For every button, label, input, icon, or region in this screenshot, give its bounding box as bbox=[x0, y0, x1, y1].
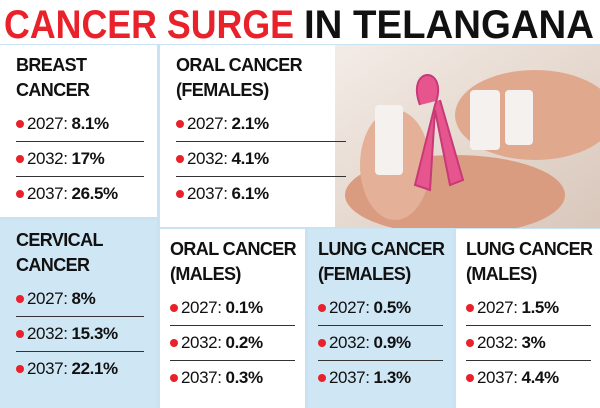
value: 0.3% bbox=[225, 368, 264, 387]
year: 2027: bbox=[329, 298, 370, 317]
panel-title: CERVICAL CANCER bbox=[16, 230, 103, 275]
panel: ORAL CANCER (MALES) 2027: 0.1% 2032: 0.2% 203… bbox=[160, 229, 305, 408]
bullet bbox=[170, 374, 178, 382]
stat-row: 2037: 22.1% bbox=[16, 352, 144, 386]
stat-row: 2032: 4.1% bbox=[176, 142, 346, 177]
photo bbox=[335, 45, 600, 228]
panel: LUNG CANCER (MALES) 2027: 1.5% 2032: 3% 2037:… bbox=[456, 229, 600, 408]
year: 2032: bbox=[181, 333, 222, 352]
value: 22.1% bbox=[71, 359, 119, 378]
bullet bbox=[466, 374, 474, 382]
year: 2037: bbox=[27, 184, 68, 203]
bullet bbox=[16, 295, 24, 303]
year: 2037: bbox=[329, 368, 370, 387]
year: 2032: bbox=[187, 149, 228, 168]
stat-row: 2032: 0.9% bbox=[318, 326, 443, 361]
bullet bbox=[318, 339, 326, 347]
value: 0.1% bbox=[225, 298, 264, 317]
rows: 2027: 8% 2032: 15.3% 2037: 22.1% bbox=[16, 282, 144, 386]
value: 1.3% bbox=[373, 368, 412, 387]
year: 2027: bbox=[27, 289, 68, 308]
value: 6.1% bbox=[231, 184, 270, 203]
year: 2032: bbox=[329, 333, 370, 352]
value: 0.9% bbox=[373, 333, 412, 352]
value: 26.5% bbox=[71, 184, 119, 203]
value: 15.3% bbox=[71, 324, 119, 343]
stat-row: 2032: 3% bbox=[466, 326, 591, 361]
stat-row: 2027: 2.1% bbox=[176, 107, 346, 142]
value: 3% bbox=[521, 333, 546, 352]
value: 4.1% bbox=[231, 149, 270, 168]
bullet bbox=[176, 190, 184, 198]
panel-title: LUNG CANCER (FEMALES) bbox=[318, 239, 445, 284]
year: 2037: bbox=[187, 184, 228, 203]
stat-row: 2037: 4.4% bbox=[466, 361, 591, 395]
stat-row: 2037: 26.5% bbox=[16, 177, 144, 211]
year: 2032: bbox=[477, 333, 518, 352]
panel: BREAST CANCER 2027: 8.1% 2032: 17% 2037: 26.5% bbox=[0, 45, 157, 217]
panel-title: LUNG CANCER (MALES) bbox=[466, 239, 593, 284]
bullet bbox=[176, 120, 184, 128]
value: 1.5% bbox=[521, 298, 560, 317]
value: 17% bbox=[71, 149, 105, 168]
value: 0.2% bbox=[225, 333, 264, 352]
panel: ORAL CANCER (FEMALES) 2027: 2.1% 2032: 4.1% 2… bbox=[160, 45, 346, 227]
panel-title: BREAST CANCER bbox=[16, 55, 90, 100]
value: 8% bbox=[71, 289, 96, 308]
stat-row: 2037: 6.1% bbox=[176, 177, 346, 211]
rows: 2027: 1.5% 2032: 3% 2037: 4.4% bbox=[466, 291, 591, 395]
year: 2027: bbox=[477, 298, 518, 317]
bullet bbox=[16, 330, 24, 338]
panel: LUNG CANCER (FEMALES) 2027: 0.5% 2032: 0.9% 2… bbox=[308, 229, 453, 408]
bullet bbox=[170, 339, 178, 347]
year: 2027: bbox=[181, 298, 222, 317]
value: 0.5% bbox=[373, 298, 412, 317]
bullet bbox=[176, 155, 184, 163]
rows: 2027: 2.1% 2032: 4.1% 2037: 6.1% bbox=[176, 107, 346, 211]
stat-row: 2027: 0.5% bbox=[318, 291, 443, 326]
bullet bbox=[466, 339, 474, 347]
stat-row: 2037: 0.3% bbox=[170, 361, 295, 395]
stat-row: 2027: 0.1% bbox=[170, 291, 295, 326]
stat-row: 2027: 1.5% bbox=[466, 291, 591, 326]
rows: 2027: 0.1% 2032: 0.2% 2037: 0.3% bbox=[170, 291, 295, 395]
year: 2037: bbox=[477, 368, 518, 387]
panel-title: ORAL CANCER (MALES) bbox=[170, 239, 297, 284]
year: 2027: bbox=[27, 114, 68, 133]
year: 2032: bbox=[27, 324, 68, 343]
bullet bbox=[318, 374, 326, 382]
panel-title: ORAL CANCER (FEMALES) bbox=[176, 55, 303, 100]
header: CANCER SURGE IN TELANGANA bbox=[0, 0, 600, 44]
stat-row: 2037: 1.3% bbox=[318, 361, 443, 395]
panel: CERVICAL CANCER 2027: 8% 2032: 15.3% 2037: 22.… bbox=[0, 220, 157, 408]
stat-row: 2032: 15.3% bbox=[16, 317, 144, 352]
year: 2027: bbox=[187, 114, 228, 133]
stat-row: 2027: 8.1% bbox=[16, 107, 144, 142]
bullet bbox=[16, 155, 24, 163]
bullet bbox=[170, 304, 178, 312]
title-red: CANCER SURGE bbox=[4, 3, 294, 44]
stat-row: 2032: 0.2% bbox=[170, 326, 295, 361]
bullet bbox=[16, 190, 24, 198]
bullet bbox=[16, 120, 24, 128]
value: 2.1% bbox=[231, 114, 270, 133]
bullet bbox=[466, 304, 474, 312]
stat-row: 2032: 17% bbox=[16, 142, 144, 177]
value: 4.4% bbox=[521, 368, 560, 387]
year: 2037: bbox=[181, 368, 222, 387]
title-black: IN TELANGANA bbox=[304, 3, 594, 44]
year: 2032: bbox=[27, 149, 68, 168]
year: 2037: bbox=[27, 359, 68, 378]
rows: 2027: 8.1% 2032: 17% 2037: 26.5% bbox=[16, 107, 144, 211]
stat-row: 2027: 8% bbox=[16, 282, 144, 317]
rows: 2027: 0.5% 2032: 0.9% 2037: 1.3% bbox=[318, 291, 443, 395]
bullet bbox=[318, 304, 326, 312]
value: 8.1% bbox=[71, 114, 110, 133]
bullet bbox=[16, 365, 24, 373]
